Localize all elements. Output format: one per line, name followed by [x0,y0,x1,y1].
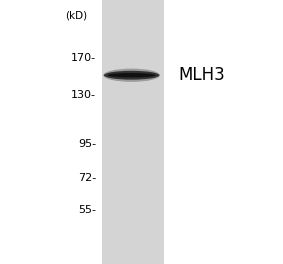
Ellipse shape [108,73,156,77]
Text: 170-: 170- [71,53,96,63]
Text: MLH3: MLH3 [178,66,225,84]
Text: 72-: 72- [78,173,96,183]
Ellipse shape [104,71,159,80]
FancyBboxPatch shape [102,0,164,264]
Text: 55-: 55- [78,205,96,215]
Ellipse shape [103,69,160,82]
Text: 95-: 95- [78,139,96,149]
Text: 130-: 130- [71,90,96,100]
Text: (kD): (kD) [65,11,87,21]
